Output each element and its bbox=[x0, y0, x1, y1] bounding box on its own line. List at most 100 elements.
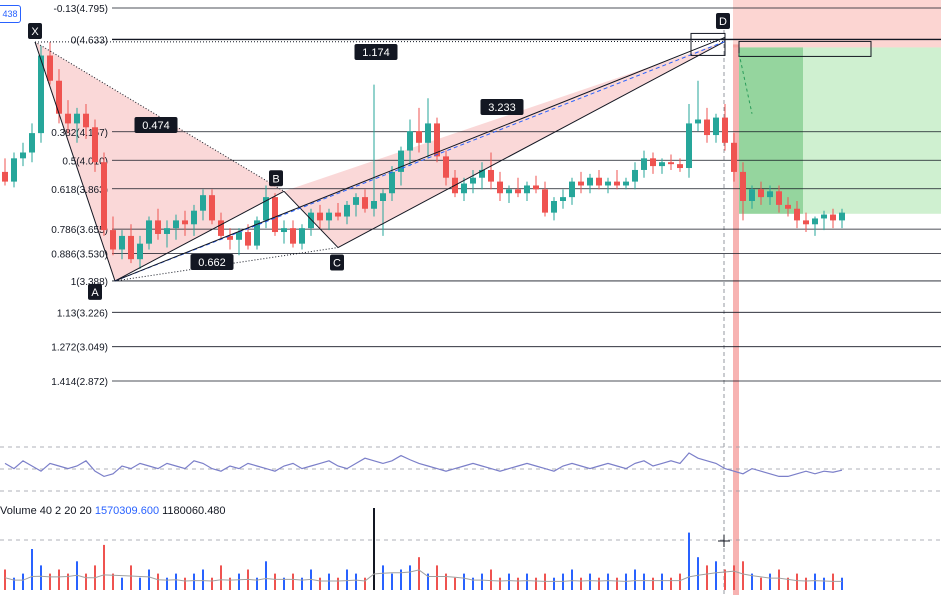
vol-bar-86 bbox=[778, 569, 780, 590]
candle-body-33 bbox=[299, 228, 305, 244]
vol-bar-39 bbox=[355, 573, 357, 590]
ratio-xad: 1.174 bbox=[362, 47, 390, 59]
leg-ad bbox=[114, 36, 726, 282]
vol-bar-91 bbox=[823, 577, 825, 590]
candle-body-28 bbox=[254, 220, 260, 246]
osc-line bbox=[4, 452, 843, 478]
candle-body-43 bbox=[389, 171, 395, 194]
vol-bar-37 bbox=[337, 577, 339, 590]
vol-bar-85 bbox=[769, 573, 771, 590]
candle-body-21 bbox=[191, 210, 197, 225]
fib-label-4: 0.618(3.863) bbox=[51, 185, 108, 196]
vol-bar-93 bbox=[841, 577, 843, 590]
candle-body-72 bbox=[650, 158, 656, 167]
candle-body-52 bbox=[470, 177, 476, 184]
volume-legend: Volume 40 2 20 20 1570309.600 1180060.48… bbox=[0, 505, 226, 517]
candle-body-15 bbox=[137, 243, 143, 260]
candle-body-85 bbox=[767, 191, 773, 198]
candle-body-6 bbox=[56, 80, 62, 114]
pattern-triangle-bcd bbox=[284, 41, 725, 248]
vol-bar-25 bbox=[229, 577, 231, 590]
ratio-xab: 0.474 bbox=[142, 120, 170, 132]
entry-candle-highlight bbox=[733, 44, 739, 595]
vol-bar-2 bbox=[22, 573, 24, 590]
candle-body-34 bbox=[308, 212, 314, 229]
vol-bar-42 bbox=[382, 565, 384, 590]
symbol-chip[interactable]: 438 bbox=[0, 5, 21, 23]
take-profit-zone-active bbox=[739, 47, 803, 214]
dotted-xb bbox=[34, 41, 285, 192]
vol-bar-52 bbox=[472, 577, 474, 590]
fib-label-1: 0(4.633) bbox=[71, 35, 108, 46]
candle-body-16 bbox=[146, 220, 152, 244]
ratio-abc: 0.662 bbox=[198, 257, 226, 269]
dashed-ad bbox=[114, 40, 726, 282]
candle-body-62 bbox=[560, 197, 566, 201]
candle-body-29 bbox=[263, 197, 269, 221]
volume-label: Volume bbox=[0, 505, 37, 517]
candle-body-74 bbox=[668, 162, 674, 165]
vol-bar-74 bbox=[670, 577, 672, 590]
fib-label-2: 0.382(4.157) bbox=[51, 128, 108, 139]
candle-body-30 bbox=[272, 197, 278, 233]
vol-bar-4 bbox=[40, 565, 42, 590]
candle-body-37 bbox=[335, 212, 341, 217]
leg-cd bbox=[337, 40, 726, 248]
candle-body-46 bbox=[416, 131, 422, 143]
fib-label-5: 0.786(3.655) bbox=[51, 225, 108, 236]
candle-body-58 bbox=[524, 185, 530, 194]
vol-bar-29 bbox=[265, 561, 267, 590]
candle-body-78 bbox=[704, 119, 710, 136]
candle-body-55 bbox=[497, 181, 503, 194]
candle-body-79 bbox=[713, 117, 719, 136]
candle-body-27 bbox=[245, 232, 251, 246]
volume-params: 40 2 20 20 bbox=[39, 505, 92, 517]
candle-body-1 bbox=[11, 158, 17, 182]
candle-body-4 bbox=[38, 55, 44, 134]
candle-body-60 bbox=[542, 189, 548, 213]
candle-body-56 bbox=[506, 189, 512, 194]
vol-bar-84 bbox=[760, 577, 762, 590]
candle-body-93 bbox=[839, 212, 845, 221]
vol-bar-89 bbox=[805, 577, 807, 590]
vol-bar-18 bbox=[166, 577, 168, 590]
candle-body-64 bbox=[578, 181, 584, 186]
vol-bar-48 bbox=[436, 565, 438, 590]
vol-bar-77 bbox=[697, 557, 699, 590]
vol-bar-71 bbox=[643, 573, 645, 590]
vol-bar-57 bbox=[517, 577, 519, 590]
ratio-xab-bg bbox=[134, 117, 178, 133]
candle-body-14 bbox=[128, 235, 134, 260]
fib-label-3: 0.5(4.010) bbox=[62, 156, 108, 167]
volume-value-2: 1180060.480 bbox=[162, 505, 226, 517]
vol-bar-11 bbox=[103, 544, 105, 590]
candle-body-49 bbox=[443, 156, 449, 178]
point-a-bg bbox=[88, 283, 102, 300]
point-c-bg bbox=[330, 254, 344, 271]
stop-box bbox=[738, 40, 872, 57]
vol-bar-65 bbox=[589, 573, 591, 590]
pattern-legs bbox=[34, 32, 872, 282]
vol-bar-21 bbox=[193, 573, 195, 590]
vol-bar-7 bbox=[67, 573, 69, 590]
vol-bar-88 bbox=[796, 573, 798, 590]
candle-body-44 bbox=[398, 150, 404, 172]
fib-label-6: 0.886(3.530) bbox=[51, 249, 108, 260]
candle-body-65 bbox=[587, 177, 593, 186]
candle-body-35 bbox=[317, 212, 323, 221]
candle-body-51 bbox=[461, 183, 467, 194]
candle-body-2 bbox=[20, 152, 26, 159]
candle-body-54 bbox=[488, 169, 494, 182]
fib-label-9: 1.272(3.049) bbox=[51, 343, 108, 354]
vol-bar-6 bbox=[58, 569, 60, 590]
fib-label-8: 1.13(3.226) bbox=[57, 308, 108, 319]
point-x-bg bbox=[28, 22, 42, 39]
candle-body-76 bbox=[686, 123, 692, 169]
candle-body-91 bbox=[821, 214, 827, 219]
vol-bar-30 bbox=[274, 573, 276, 590]
candlestick-series bbox=[2, 41, 845, 269]
vol-bar-44 bbox=[400, 569, 402, 590]
vol-bar-14 bbox=[130, 565, 132, 590]
ratio-bcd: 3.233 bbox=[488, 102, 516, 114]
